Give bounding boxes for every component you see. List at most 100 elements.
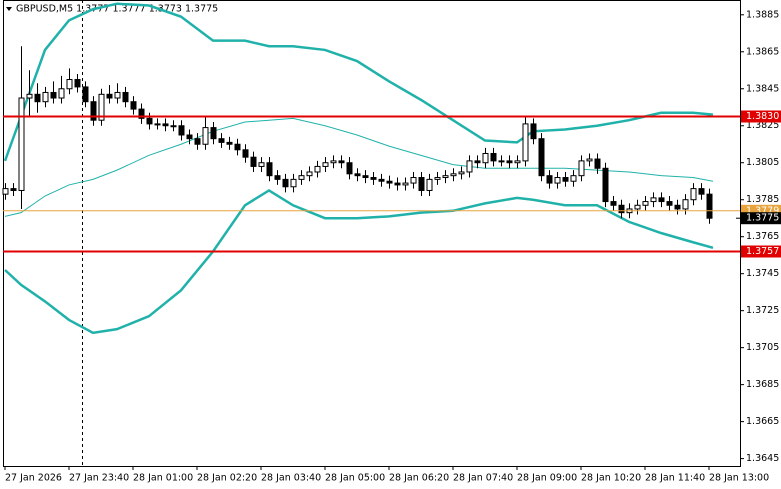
- x-tick-label: 28 Jan 09:00: [517, 473, 577, 484]
- candle-body: [26, 93, 33, 99]
- chart-title: GBPUSD,M5 1.3777 1.3777 1.3773 1.3775: [16, 4, 218, 15]
- x-tick-label: 28 Jan 01:00: [133, 473, 193, 484]
- y-tick-label: 1.3745: [746, 268, 779, 279]
- candle-body: [314, 165, 321, 173]
- level-label-box: [741, 245, 781, 258]
- candle-body: [242, 149, 249, 158]
- y-tick-label: 1.3825: [746, 120, 779, 131]
- candle-body: [18, 97, 25, 191]
- y-tick-label: 1.3725: [746, 305, 779, 316]
- candle-body: [562, 177, 569, 182]
- candle-body: [498, 160, 505, 163]
- y-tick-label: 1.3645: [746, 453, 779, 464]
- candle-body: [226, 141, 233, 145]
- candle-body: [42, 91, 49, 103]
- candle-body: [690, 188, 697, 201]
- candle-body: [154, 123, 161, 126]
- candle-body: [450, 173, 457, 177]
- y-tick-label: 1.3785: [746, 194, 779, 205]
- candle-body: [66, 79, 73, 90]
- candle-body: [266, 162, 273, 177]
- y-tick-label: 1.3845: [746, 83, 779, 94]
- candle-body: [458, 171, 465, 175]
- candle-body: [130, 101, 137, 110]
- candle-body: [34, 93, 41, 103]
- candle-body: [186, 134, 193, 140]
- candle-body: [546, 175, 553, 184]
- candle-body: [114, 91, 121, 99]
- y-tick-label: 1.3765: [746, 231, 779, 242]
- y-tick-label: 1.3885: [746, 9, 779, 20]
- x-tick-label: 27 Jan 23:40: [69, 473, 129, 484]
- candle-body: [434, 177, 441, 180]
- x-tick-label: 28 Jan 07:40: [453, 473, 513, 484]
- y-tick-label: 1.3685: [746, 379, 779, 390]
- candle-body: [330, 160, 337, 164]
- candle-body: [322, 162, 329, 167]
- candle-body: [362, 175, 369, 179]
- candle-body: [706, 193, 713, 219]
- candle-body: [146, 117, 153, 125]
- candle-body: [194, 138, 201, 145]
- candle-body: [594, 158, 601, 169]
- candle-body: [82, 86, 89, 103]
- candle-body: [682, 199, 689, 210]
- y-tick-label: 1.3805: [746, 157, 779, 168]
- level-label: 1.3757: [746, 246, 779, 257]
- candle-body: [370, 177, 377, 180]
- candle-body: [178, 125, 185, 136]
- candle-body: [338, 160, 345, 164]
- candle-body: [426, 178, 433, 191]
- candle-body: [634, 204, 641, 210]
- candle-body: [490, 152, 497, 162]
- header-icon: [6, 7, 12, 11]
- current-price-label: 1.3775: [746, 213, 779, 224]
- candle-body: [554, 177, 561, 184]
- candle-body: [522, 123, 529, 162]
- x-tick-label: 28 Jan 02:20: [197, 473, 257, 484]
- candle-body: [346, 162, 353, 175]
- candle-body: [218, 138, 225, 143]
- candle-body: [418, 177, 425, 191]
- candle-body: [122, 91, 129, 103]
- candle-body: [306, 171, 313, 177]
- candle-body: [378, 178, 385, 182]
- candle-body: [282, 178, 289, 188]
- x-tick-label: 28 Jan 13:00: [709, 473, 769, 484]
- x-tick-label: 28 Jan 10:20: [581, 473, 641, 484]
- candle-body: [90, 101, 97, 121]
- level-label-box: [741, 110, 781, 123]
- candle-body: [482, 152, 489, 164]
- candle-body: [202, 127, 209, 145]
- bollinger-band: [3, 2, 714, 162]
- candle-body: [274, 175, 281, 180]
- candle-body: [162, 123, 169, 127]
- x-tick-label: 28 Jan 06:20: [389, 473, 449, 484]
- candle-body: [74, 79, 81, 88]
- candle-body: [698, 188, 705, 195]
- candle-body: [538, 138, 545, 177]
- candle-body: [58, 88, 65, 99]
- candle-body: [642, 201, 649, 206]
- candle-body: [514, 160, 521, 164]
- candle-body: [610, 201, 617, 206]
- candle-body: [298, 175, 305, 180]
- candle-body: [402, 182, 409, 186]
- current-price-box: [741, 212, 781, 225]
- candle-body: [674, 204, 681, 210]
- candle-body: [474, 160, 481, 164]
- x-tick-label: 28 Jan 11:40: [645, 473, 705, 484]
- y-tick-label: 1.3865: [746, 46, 779, 57]
- candle-body: [618, 204, 625, 214]
- candle-body: [602, 167, 609, 203]
- candle-body: [506, 160, 513, 164]
- candle-body: [578, 160, 585, 177]
- candle-body: [466, 160, 473, 173]
- x-tick-label: 27 Jan 2026: [5, 473, 62, 484]
- candle-body: [258, 162, 265, 167]
- candle-body: [442, 175, 449, 179]
- level-label: 1.3830: [746, 111, 779, 122]
- candle-body: [530, 123, 537, 140]
